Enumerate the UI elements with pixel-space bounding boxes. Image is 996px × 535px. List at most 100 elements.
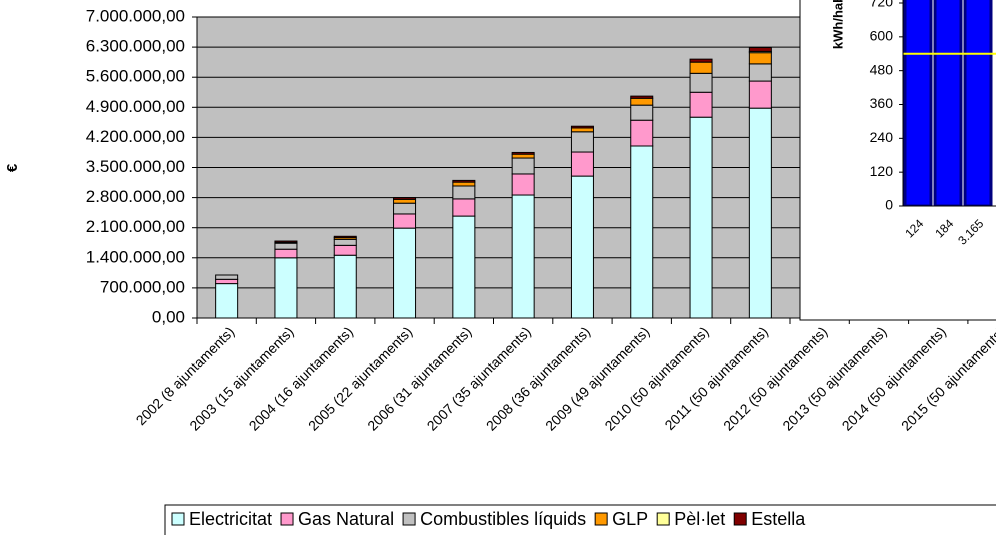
y-tick-label: 600 — [870, 28, 894, 44]
y-tick-label: 7.000.000,00 — [86, 6, 185, 25]
x-tick-label: 2011 (50 ajuntaments) — [661, 323, 771, 433]
bar-segment — [689, 91, 713, 118]
x-tick-label: 2007 (35 ajuntaments) — [424, 323, 534, 433]
bar-segment — [689, 58, 713, 63]
bar-segment — [274, 240, 298, 243]
bar-segment — [452, 215, 476, 319]
bar — [963, 0, 993, 206]
legend: Electricitat Gas Natural Combustibles líqu… — [164, 504, 996, 535]
y-axis-label: € — [4, 163, 21, 172]
y-tick-label: 700.000,00 — [100, 277, 185, 296]
y-tick-label: 360 — [870, 95, 894, 111]
inset-plot — [903, 0, 993, 206]
legend-label: Pèl·let — [674, 509, 725, 529]
bar-segment — [630, 145, 654, 319]
bar-segment — [630, 119, 654, 147]
x-tick-label: 2005 (22 ajuntaments) — [305, 323, 415, 433]
bar-segment — [393, 202, 417, 215]
bar-segment — [511, 194, 535, 319]
x-tick-label: 2003 (15 ajuntaments) — [186, 323, 296, 433]
bar-segment — [570, 151, 594, 177]
x-tick-label: 2006 (31 ajuntaments) — [364, 323, 474, 433]
bar-segment — [570, 127, 594, 133]
bar — [903, 0, 933, 206]
bar-segment — [689, 72, 713, 93]
x-tick-label: 2014 (50 ajuntaments) — [839, 323, 949, 433]
bar-segment — [452, 198, 476, 217]
bar-segment — [333, 235, 357, 239]
y-tick-label: 2.800.000,00 — [86, 187, 185, 206]
bar-segment — [748, 107, 772, 319]
bar-segment — [215, 278, 239, 285]
x-tick-label: 2013 (50 ajuntaments) — [779, 323, 889, 433]
y-tick-label: 480 — [870, 61, 894, 77]
bar-segment — [215, 274, 239, 280]
legend-swatch — [733, 512, 747, 526]
bar-segment — [393, 198, 417, 204]
legend-box — [164, 504, 996, 535]
bar-segment — [215, 283, 239, 319]
legend-swatch — [402, 512, 416, 526]
legend-swatch — [656, 512, 670, 526]
x-tick-label: 2012 (50 ajuntaments) — [720, 323, 830, 433]
bar-segment — [511, 151, 535, 155]
bar-segment — [333, 254, 357, 319]
y-tick-label: 4.200.000,00 — [86, 127, 185, 146]
x-tick-label: 2010 (50 ajuntaments) — [601, 323, 711, 433]
y-tick-label: 720 — [870, 0, 894, 10]
x-tick-label: 2002 (8 ajuntaments) — [133, 323, 238, 428]
bar-segment — [630, 104, 654, 121]
y-axis-label: kWh/hab — [830, 0, 845, 49]
bar-segment — [630, 95, 654, 99]
bar-segment — [748, 63, 772, 82]
bar-segment — [393, 197, 417, 200]
bar-segment — [333, 238, 357, 246]
bar-segment — [748, 52, 772, 65]
bar-segment — [748, 80, 772, 109]
bar-segment — [511, 157, 535, 175]
y-tick-label: 0,00 — [152, 307, 185, 326]
legend-label: Combustibles líquids — [420, 509, 586, 529]
legend-label: GLP — [612, 509, 648, 529]
bar — [933, 0, 963, 206]
bar-segment — [511, 173, 535, 196]
bar-segment — [570, 131, 594, 153]
y-tick-label: 5.600.000,00 — [86, 67, 185, 86]
legend-swatch — [594, 512, 608, 526]
x-tick-label: 2004 (16 ajuntaments) — [246, 323, 356, 433]
y-tick-label: 2.100.000,00 — [86, 217, 185, 236]
x-tick-label: 2009 (49 ajuntaments) — [542, 323, 652, 433]
x-tick-label: 2015 (50 ajuntaments) — [898, 323, 996, 433]
bar-segment — [452, 179, 476, 183]
bar-segment — [511, 153, 535, 159]
bar-segment — [570, 175, 594, 319]
bar-segment — [393, 213, 417, 229]
y-tick-label: 6.300.000,00 — [86, 37, 185, 56]
y-tick-label: 240 — [870, 129, 894, 145]
bar-segment — [452, 181, 476, 187]
y-tick-label: 0 — [885, 197, 893, 213]
bar-segment — [689, 61, 713, 74]
bar-segment — [452, 185, 476, 200]
x-tick-label: 2008 (36 ajuntaments) — [483, 323, 593, 433]
legend-swatch — [171, 512, 185, 526]
bar-segment — [689, 116, 713, 319]
legend-swatch — [280, 512, 294, 526]
y-tick-label: 3.500.000,00 — [86, 157, 185, 176]
bar-segment — [333, 244, 357, 256]
bar-segment — [274, 248, 298, 259]
bar-segment — [748, 47, 772, 52]
y-tick-label: 1.400.000,00 — [86, 247, 185, 266]
bar-segment — [274, 242, 298, 250]
bar-segment — [570, 125, 594, 129]
legend-label: Electricitat — [189, 509, 272, 529]
bar-segment — [393, 227, 417, 319]
bar-segment — [630, 97, 654, 106]
legend-label: Estella — [751, 509, 806, 529]
y-tick-label: 120 — [870, 163, 894, 179]
legend-label: Gas Natural — [298, 509, 394, 529]
bar-segment — [274, 257, 298, 319]
y-tick-label: 4.900.000,00 — [86, 97, 185, 116]
